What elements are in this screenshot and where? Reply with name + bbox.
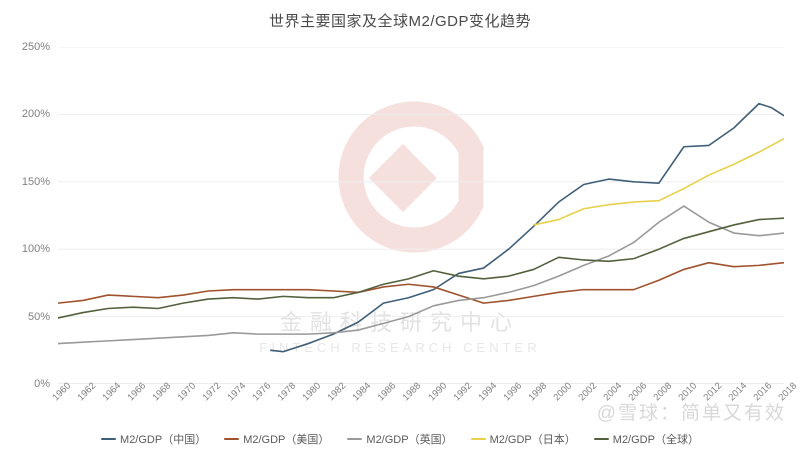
legend-color-swatch (347, 437, 363, 440)
x-tick-label: 1970 (175, 380, 199, 404)
x-tick-label: 2014 (726, 380, 750, 404)
legend-label: M2/GDP（日本） (489, 433, 576, 446)
series-line-1 (58, 263, 784, 303)
x-tick-label: 1980 (300, 380, 324, 404)
y-tick-label: 250% (21, 41, 50, 53)
series-line-3 (534, 139, 784, 225)
y-tick-label: 50% (27, 310, 50, 323)
x-tick-label: 1968 (150, 380, 174, 404)
x-tick-label: 1966 (125, 380, 149, 404)
x-tick-label: 1990 (426, 380, 449, 404)
series-line-0 (271, 104, 784, 352)
legend-label: M2/GDP（美国） (243, 433, 330, 446)
x-tick-label: 2008 (651, 380, 675, 404)
x-tick-label: 1974 (225, 380, 249, 404)
legend-color-swatch (593, 437, 609, 440)
legend-item-1[interactable]: M2/GDP（美国） (224, 431, 329, 447)
x-tick-label: 2016 (751, 380, 775, 404)
x-tick-label: 2012 (701, 380, 725, 404)
x-tick-label: 1986 (375, 380, 399, 404)
x-tick-label: 1960 (50, 380, 74, 404)
legend-label: M2/GDP（中国） (120, 433, 207, 446)
x-tick-label: 2004 (601, 380, 625, 404)
y-tick-label: 100% (21, 243, 50, 256)
legend-item-4[interactable]: M2/GDP（全球） (593, 431, 699, 447)
plot-area (58, 47, 784, 384)
x-tick-label: 1978 (275, 380, 299, 404)
x-tick-label: 1988 (400, 380, 424, 404)
x-tick-label: 1984 (350, 380, 374, 404)
x-tick-label: 1982 (325, 380, 349, 404)
x-tick-label: 2018 (776, 380, 800, 404)
x-tick-label: 2010 (676, 380, 700, 404)
chart-legend: M2/GDP（中国） M2/GDP（美国） M2/GDP（英国） M2/GDP（日本）… (0, 428, 800, 449)
chart-title: 世界主要国家及全球M2/GDP变化趋势 (268, 13, 531, 30)
x-tick-label: 1996 (501, 380, 524, 404)
y-axis-labels: 0% 50% 100% 150% 200% 250% (0, 40, 50, 392)
series-line-4 (58, 218, 784, 318)
y-tick-label: 150% (21, 175, 50, 188)
y-tick-label: 200% (21, 108, 50, 121)
x-tick-label: 1994 (476, 380, 499, 404)
x-tick-label: 1964 (100, 380, 124, 404)
x-tick-label: 1972 (200, 380, 224, 404)
legend-color-swatch (470, 437, 486, 440)
legend-label: M2/GDP（英国） (366, 433, 453, 446)
legend-label: M2/GDP（全球） (612, 433, 699, 446)
x-axis-labels: 1960 1962 1964 1966 1968 1970 1972 1974 1976 1978… (0, 380, 800, 428)
series-line-2 (58, 206, 784, 343)
y-tick-label: 0% (34, 378, 50, 390)
legend-item-2[interactable]: M2/GDP（英国） (347, 431, 453, 447)
legend-item-0[interactable]: M2/GDP（中国） (101, 431, 206, 447)
x-tick-label: 2000 (551, 380, 574, 404)
x-tick-label: 1998 (526, 380, 549, 404)
x-tick-label: 1992 (451, 380, 474, 404)
x-tick-label: 1976 (250, 380, 274, 404)
x-tick-label: 2006 (626, 380, 650, 404)
legend-item-3[interactable]: M2/GDP（日本） (470, 431, 576, 447)
x-tick-label: 2002 (576, 380, 599, 404)
legend-color-swatch (101, 437, 117, 440)
x-tick-label: 1962 (75, 380, 99, 404)
legend-color-swatch (224, 437, 240, 440)
